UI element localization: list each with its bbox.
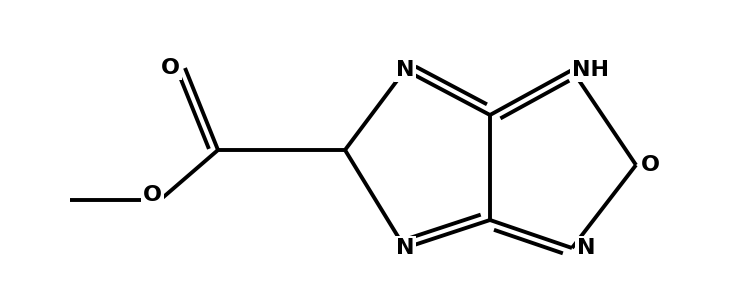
Text: NH: NH [572, 60, 609, 80]
Text: N: N [577, 238, 596, 258]
Text: N: N [396, 60, 414, 80]
Text: O: O [641, 155, 660, 175]
Text: O: O [161, 58, 180, 78]
Text: N: N [396, 238, 414, 258]
Text: O: O [161, 58, 180, 78]
Text: N: N [396, 238, 414, 258]
Text: N: N [577, 238, 596, 258]
Text: N: N [396, 60, 414, 80]
Text: O: O [143, 185, 162, 205]
Text: NH: NH [572, 60, 609, 80]
Text: O: O [143, 185, 162, 205]
Text: O: O [641, 155, 660, 175]
